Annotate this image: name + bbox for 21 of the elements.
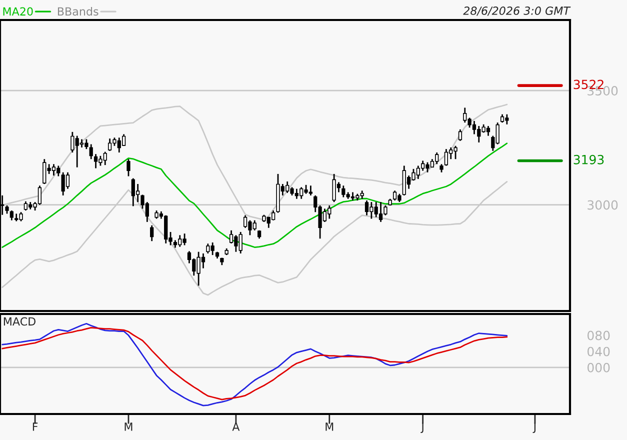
text: 28/6/2026 3:0 GMT: [463, 6, 571, 16]
y-tick-label: 000: [587, 362, 610, 372]
y-tick-label: 040: [587, 346, 610, 356]
ref-line-label: 3193: [574, 154, 604, 164]
y-tick-label: 080: [587, 330, 610, 340]
candlestick: [10, 210, 14, 222]
candlestick: [458, 128, 462, 142]
candlestick: [122, 134, 126, 147]
candlestick: [150, 224, 154, 242]
candlestick: [444, 148, 448, 166]
candlestick: [126, 158, 130, 177]
chart-title: MACD: [4, 317, 36, 326]
candlestick: [66, 172, 70, 190]
candlestick: [24, 200, 28, 212]
x-tick-label: M: [124, 422, 132, 431]
y-tick-label: 3000: [588, 200, 618, 210]
legend-label: MA20: [3, 7, 33, 16]
legend-label: BBands: [58, 7, 98, 16]
x-tick-label: A: [232, 422, 240, 431]
candlestick: [89, 144, 93, 160]
x-tick-label: M: [326, 422, 334, 431]
